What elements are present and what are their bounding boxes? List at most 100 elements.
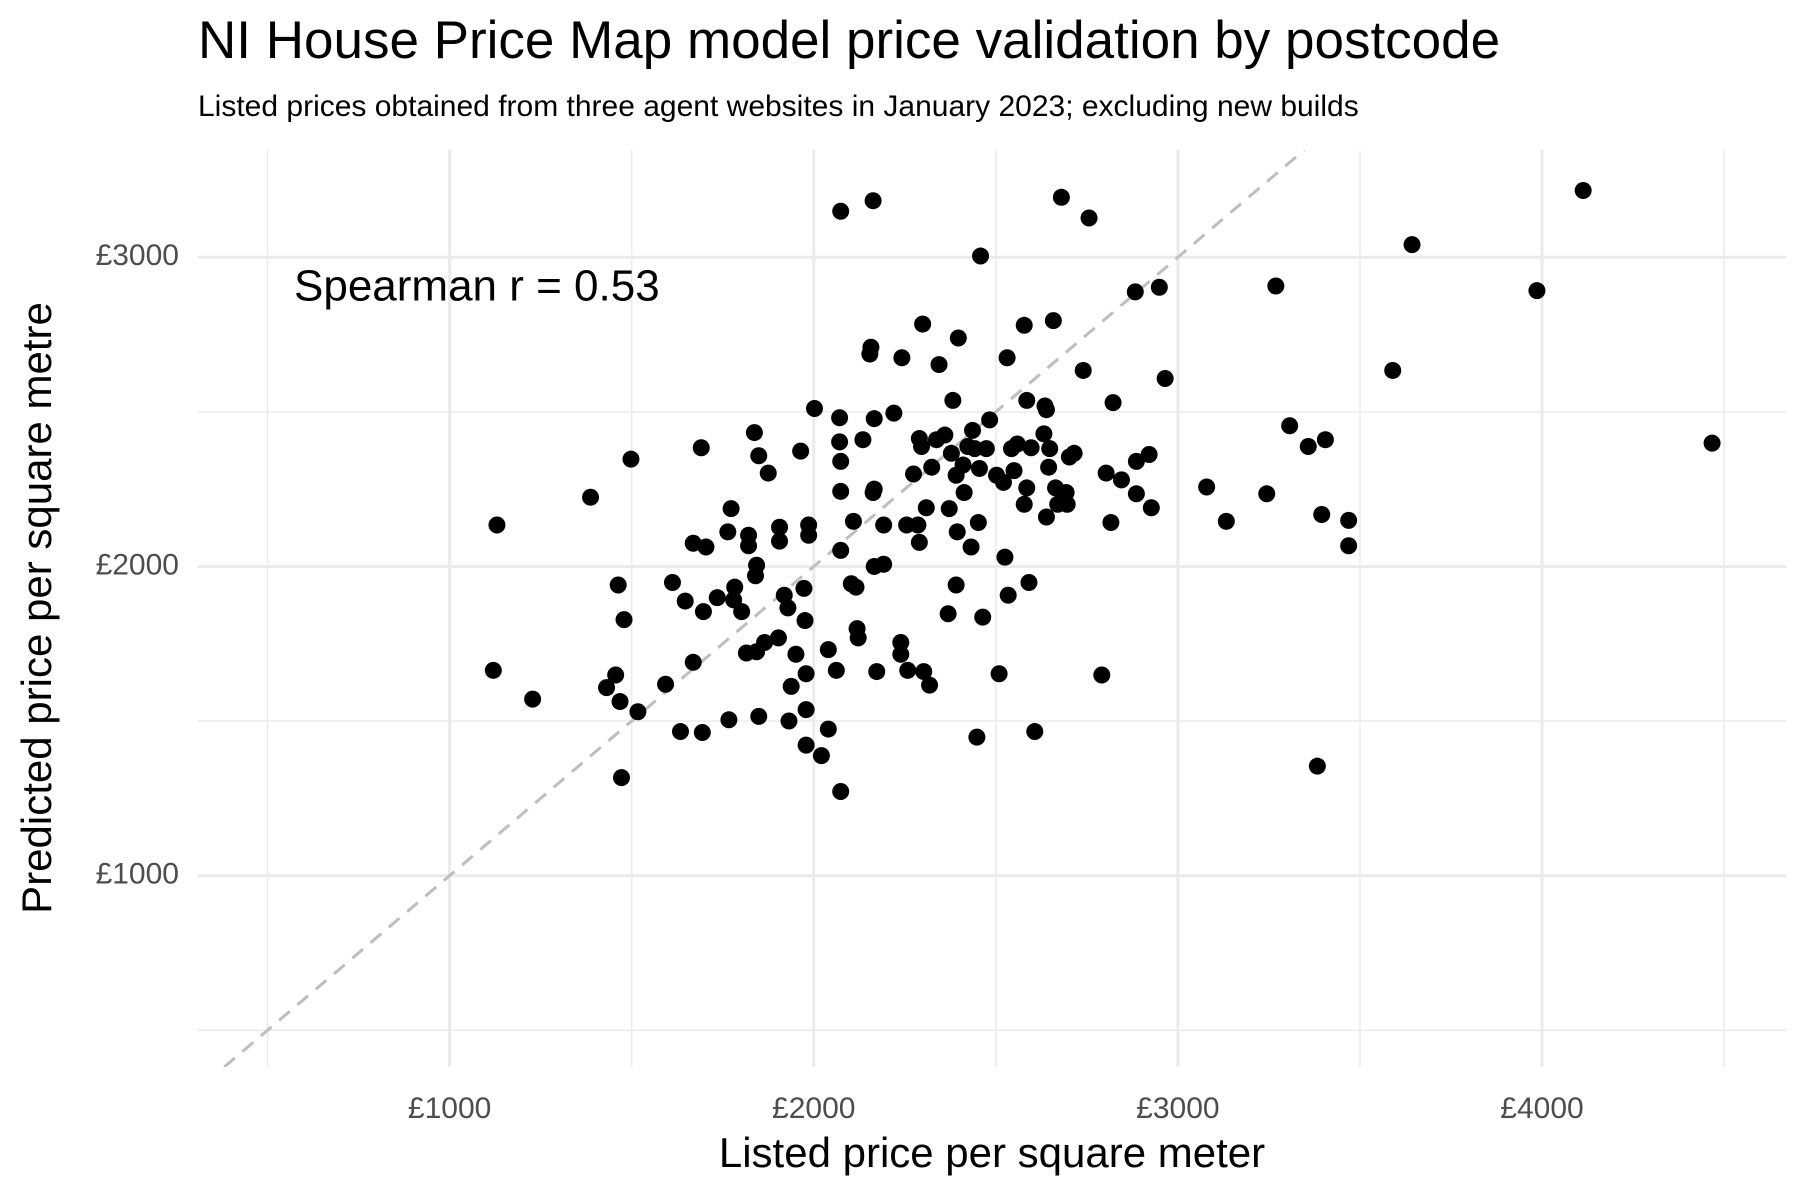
point [796, 612, 814, 630]
y-tick-label: £3000 [96, 239, 179, 272]
point [892, 634, 910, 652]
point [805, 399, 823, 417]
point [1065, 444, 1083, 462]
point [1267, 277, 1285, 295]
point [484, 661, 502, 679]
point [722, 500, 740, 518]
point [969, 514, 987, 532]
point [921, 676, 939, 694]
point [1313, 506, 1331, 524]
point [759, 464, 777, 482]
point [684, 534, 702, 552]
point [719, 523, 737, 541]
point [966, 440, 984, 458]
point [832, 783, 850, 801]
point [819, 720, 837, 738]
x-tick-label: £1000 [408, 1092, 491, 1125]
point [854, 431, 872, 449]
point [827, 661, 845, 679]
point [612, 769, 630, 787]
point [748, 556, 766, 574]
point [1198, 478, 1216, 496]
point [819, 641, 837, 659]
point [947, 576, 965, 594]
point [1126, 283, 1144, 301]
point [998, 349, 1016, 367]
point [949, 329, 967, 347]
point [955, 484, 973, 502]
point [1040, 458, 1058, 476]
point [875, 516, 893, 534]
point [1340, 537, 1358, 555]
point [954, 456, 972, 474]
point [1037, 401, 1055, 419]
point [1150, 278, 1168, 296]
point [1052, 188, 1070, 206]
point [720, 711, 738, 729]
point [780, 712, 798, 730]
point [1058, 495, 1076, 513]
point [708, 589, 726, 607]
point [1044, 312, 1062, 330]
point [981, 411, 999, 429]
point [847, 578, 865, 596]
point [1156, 369, 1174, 387]
point [615, 611, 633, 629]
point [797, 701, 815, 719]
point [1112, 471, 1130, 489]
point [1127, 485, 1145, 503]
point [779, 599, 797, 617]
point [917, 499, 935, 517]
point [962, 538, 980, 556]
point [1142, 499, 1160, 517]
point [862, 338, 880, 356]
point [942, 444, 960, 462]
point [684, 653, 702, 671]
point [733, 603, 751, 621]
point [1258, 485, 1276, 503]
identity-line [223, 150, 1306, 1067]
point [694, 603, 712, 621]
point [905, 465, 923, 483]
point [697, 538, 715, 556]
point [831, 433, 849, 451]
point [1316, 431, 1334, 449]
point [913, 437, 931, 455]
point [1020, 574, 1038, 592]
point [875, 555, 893, 573]
point [936, 426, 954, 444]
point [1093, 666, 1111, 684]
point [974, 608, 992, 626]
point [488, 516, 506, 534]
point [663, 574, 681, 592]
y-axis-title: Predicted price per square metre [13, 302, 60, 914]
point [970, 459, 988, 477]
point [1018, 479, 1036, 497]
point [1384, 361, 1402, 379]
point [1104, 394, 1122, 412]
point [740, 537, 758, 555]
point [1008, 435, 1026, 453]
point [812, 747, 830, 765]
grid [198, 150, 1786, 1067]
point [892, 645, 910, 663]
point [865, 410, 883, 428]
x-tick-label: £3000 [1136, 1092, 1219, 1125]
point [1097, 464, 1115, 482]
point [800, 526, 818, 544]
point [782, 677, 800, 695]
point [1026, 723, 1044, 741]
point [832, 452, 850, 470]
point [1037, 508, 1055, 526]
point [1308, 757, 1326, 775]
point [756, 634, 774, 652]
point [693, 723, 711, 741]
point [1018, 391, 1036, 409]
point [864, 192, 882, 210]
point [582, 488, 600, 506]
point [771, 518, 789, 536]
point [1281, 417, 1299, 435]
point [832, 541, 850, 559]
point [849, 629, 867, 647]
